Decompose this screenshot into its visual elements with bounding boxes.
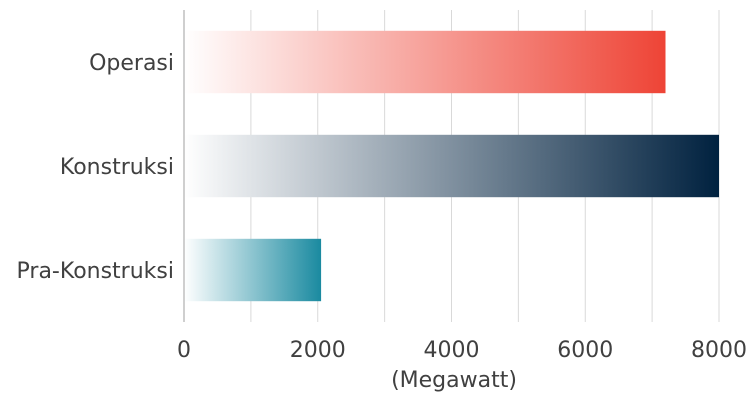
category-label: Operasi bbox=[89, 51, 174, 76]
category-label: Konstruksi bbox=[60, 155, 174, 180]
x-tick-label: 4000 bbox=[424, 338, 480, 363]
category-label: Pra-Konstruksi bbox=[17, 259, 174, 284]
bar-konstruksi bbox=[184, 134, 719, 198]
bar-pra-konstruksi bbox=[184, 238, 322, 302]
labels: Operasi Konstruksi Pra-Konstruksi 0 2000 4000… bbox=[17, 51, 747, 363]
x-tick-label: 2000 bbox=[290, 338, 346, 363]
bars bbox=[184, 30, 719, 302]
x-tick-label: 6000 bbox=[557, 338, 613, 363]
x-tick-label: 0 bbox=[177, 338, 191, 363]
x-axis-title: (Megawatt) bbox=[391, 368, 517, 392]
bar-operasi bbox=[184, 30, 666, 94]
x-tick-label: 8000 bbox=[691, 338, 747, 363]
